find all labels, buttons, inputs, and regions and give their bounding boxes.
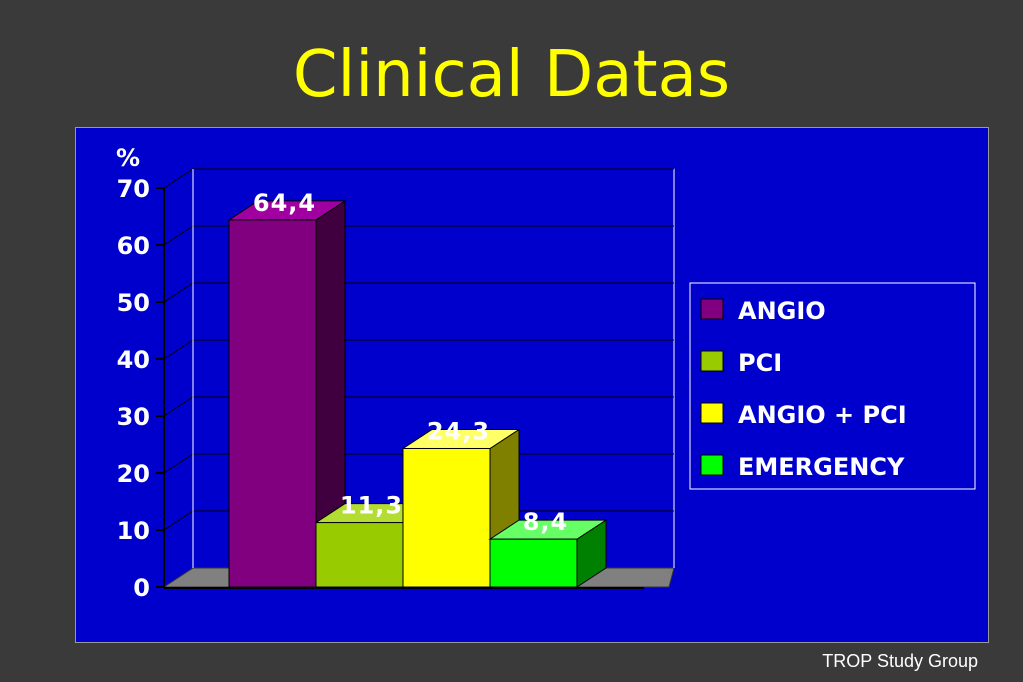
legend-label: EMERGENCY	[738, 453, 905, 481]
gridline-side	[163, 396, 194, 417]
legend-item: EMERGENCY	[700, 453, 905, 481]
gridline-side	[163, 339, 194, 360]
legend-swatch	[700, 298, 724, 320]
legend-swatch	[700, 350, 724, 372]
data-label: 64,4	[253, 189, 316, 217]
slide-title: Clinical Datas	[292, 38, 731, 112]
gridline-side	[163, 225, 194, 246]
legend-label: ANGIO + PCI	[738, 401, 907, 429]
legend: ANGIO PCI ANGIO + PCI EMERGENCY	[689, 282, 976, 490]
y-axis-unit: %	[116, 144, 140, 172]
legend-label: ANGIO	[738, 297, 826, 325]
bars	[227, 199, 608, 588]
bar-chart: 0 10 20 30 40 50 60 70 64,4 11,3 24,3 8,4 % ANGIO P…	[116, 144, 976, 602]
legend-item: ANGIO + PCI	[700, 401, 907, 429]
bar-front	[228, 219, 317, 588]
y-tick-label: 70	[117, 175, 150, 203]
gridline-side	[163, 282, 194, 303]
data-label: 24,3	[427, 417, 490, 445]
data-label: 11,3	[340, 492, 403, 520]
y-tick-label: 0	[133, 574, 150, 602]
bar-front	[402, 447, 491, 588]
chart-panel: 0 10 20 30 40 50 60 70 64,4 11,3 24,3 8,4 % ANGIO P…	[75, 127, 989, 643]
legend-item: PCI	[700, 349, 782, 377]
gridline-side	[163, 510, 194, 531]
legend-swatch	[700, 454, 724, 476]
y-tick-label: 60	[117, 232, 150, 260]
legend-swatch	[700, 402, 724, 424]
y-tick-label: 20	[117, 460, 150, 488]
y-tick-label: 30	[117, 403, 150, 431]
y-tick-label: 10	[117, 517, 150, 545]
footer-credit: TROP Study Group	[822, 651, 978, 671]
legend-label: PCI	[738, 349, 782, 377]
gridline-side	[163, 168, 194, 189]
bar-front	[489, 538, 578, 588]
legend-item: ANGIO	[700, 297, 826, 325]
y-tick-label: 50	[117, 289, 150, 317]
data-label: 8,4	[523, 508, 569, 536]
bar-emergency	[488, 519, 608, 588]
y-tick-label: 40	[117, 346, 150, 374]
bar-angio	[227, 199, 347, 588]
data-labels: 64,4 11,3 24,3 8,4	[253, 189, 569, 536]
gridline-side	[163, 453, 194, 474]
bar-front	[315, 522, 404, 588]
y-axis: 0 10 20 30 40 50 60 70	[117, 169, 194, 602]
legend-box	[689, 282, 976, 490]
